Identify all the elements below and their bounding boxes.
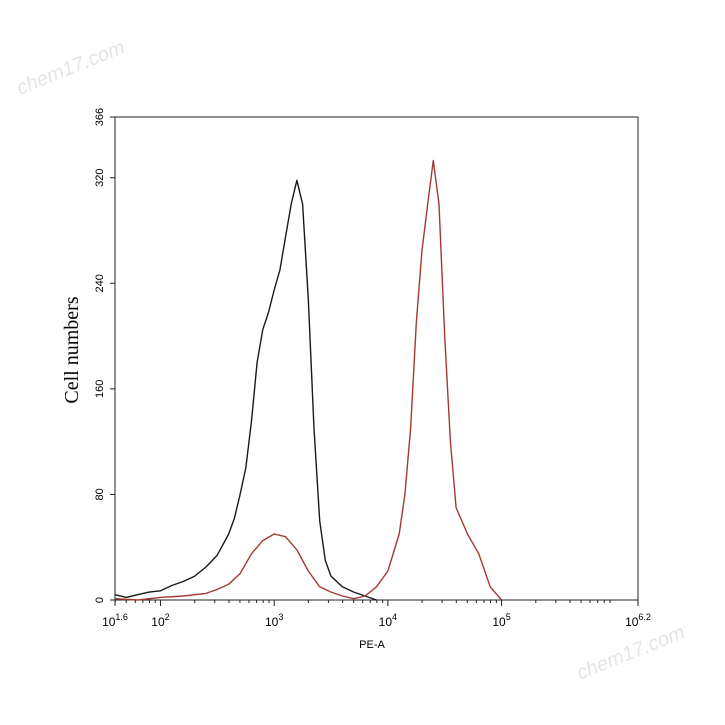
x-tick-label: 105 bbox=[492, 612, 510, 629]
x-axis-label: PE-A bbox=[359, 639, 385, 651]
x-tick-label: 103 bbox=[265, 612, 283, 629]
y-tick-label: 320 bbox=[94, 169, 106, 187]
y-tick-label: 80 bbox=[94, 488, 106, 500]
x-tick-label: 102 bbox=[151, 612, 169, 629]
y-axis-label: Cell numbers bbox=[61, 296, 83, 403]
series-line-1 bbox=[114, 179, 377, 601]
x-tick-label: 101.6 bbox=[102, 612, 128, 629]
x-tick-label: 104 bbox=[379, 612, 397, 629]
y-tick-label: 0 bbox=[94, 597, 106, 603]
watermark-bottom: chem17.com bbox=[574, 621, 688, 684]
x-tick-label: 106.2 bbox=[625, 612, 651, 629]
watermark-top: chem17.com bbox=[14, 36, 128, 99]
series-line-2 bbox=[114, 159, 503, 601]
y-tick-label: 160 bbox=[94, 380, 106, 398]
y-tick-label: 366 bbox=[94, 108, 106, 126]
plot-frame bbox=[114, 116, 639, 601]
y-tick-label: 240 bbox=[94, 274, 106, 292]
